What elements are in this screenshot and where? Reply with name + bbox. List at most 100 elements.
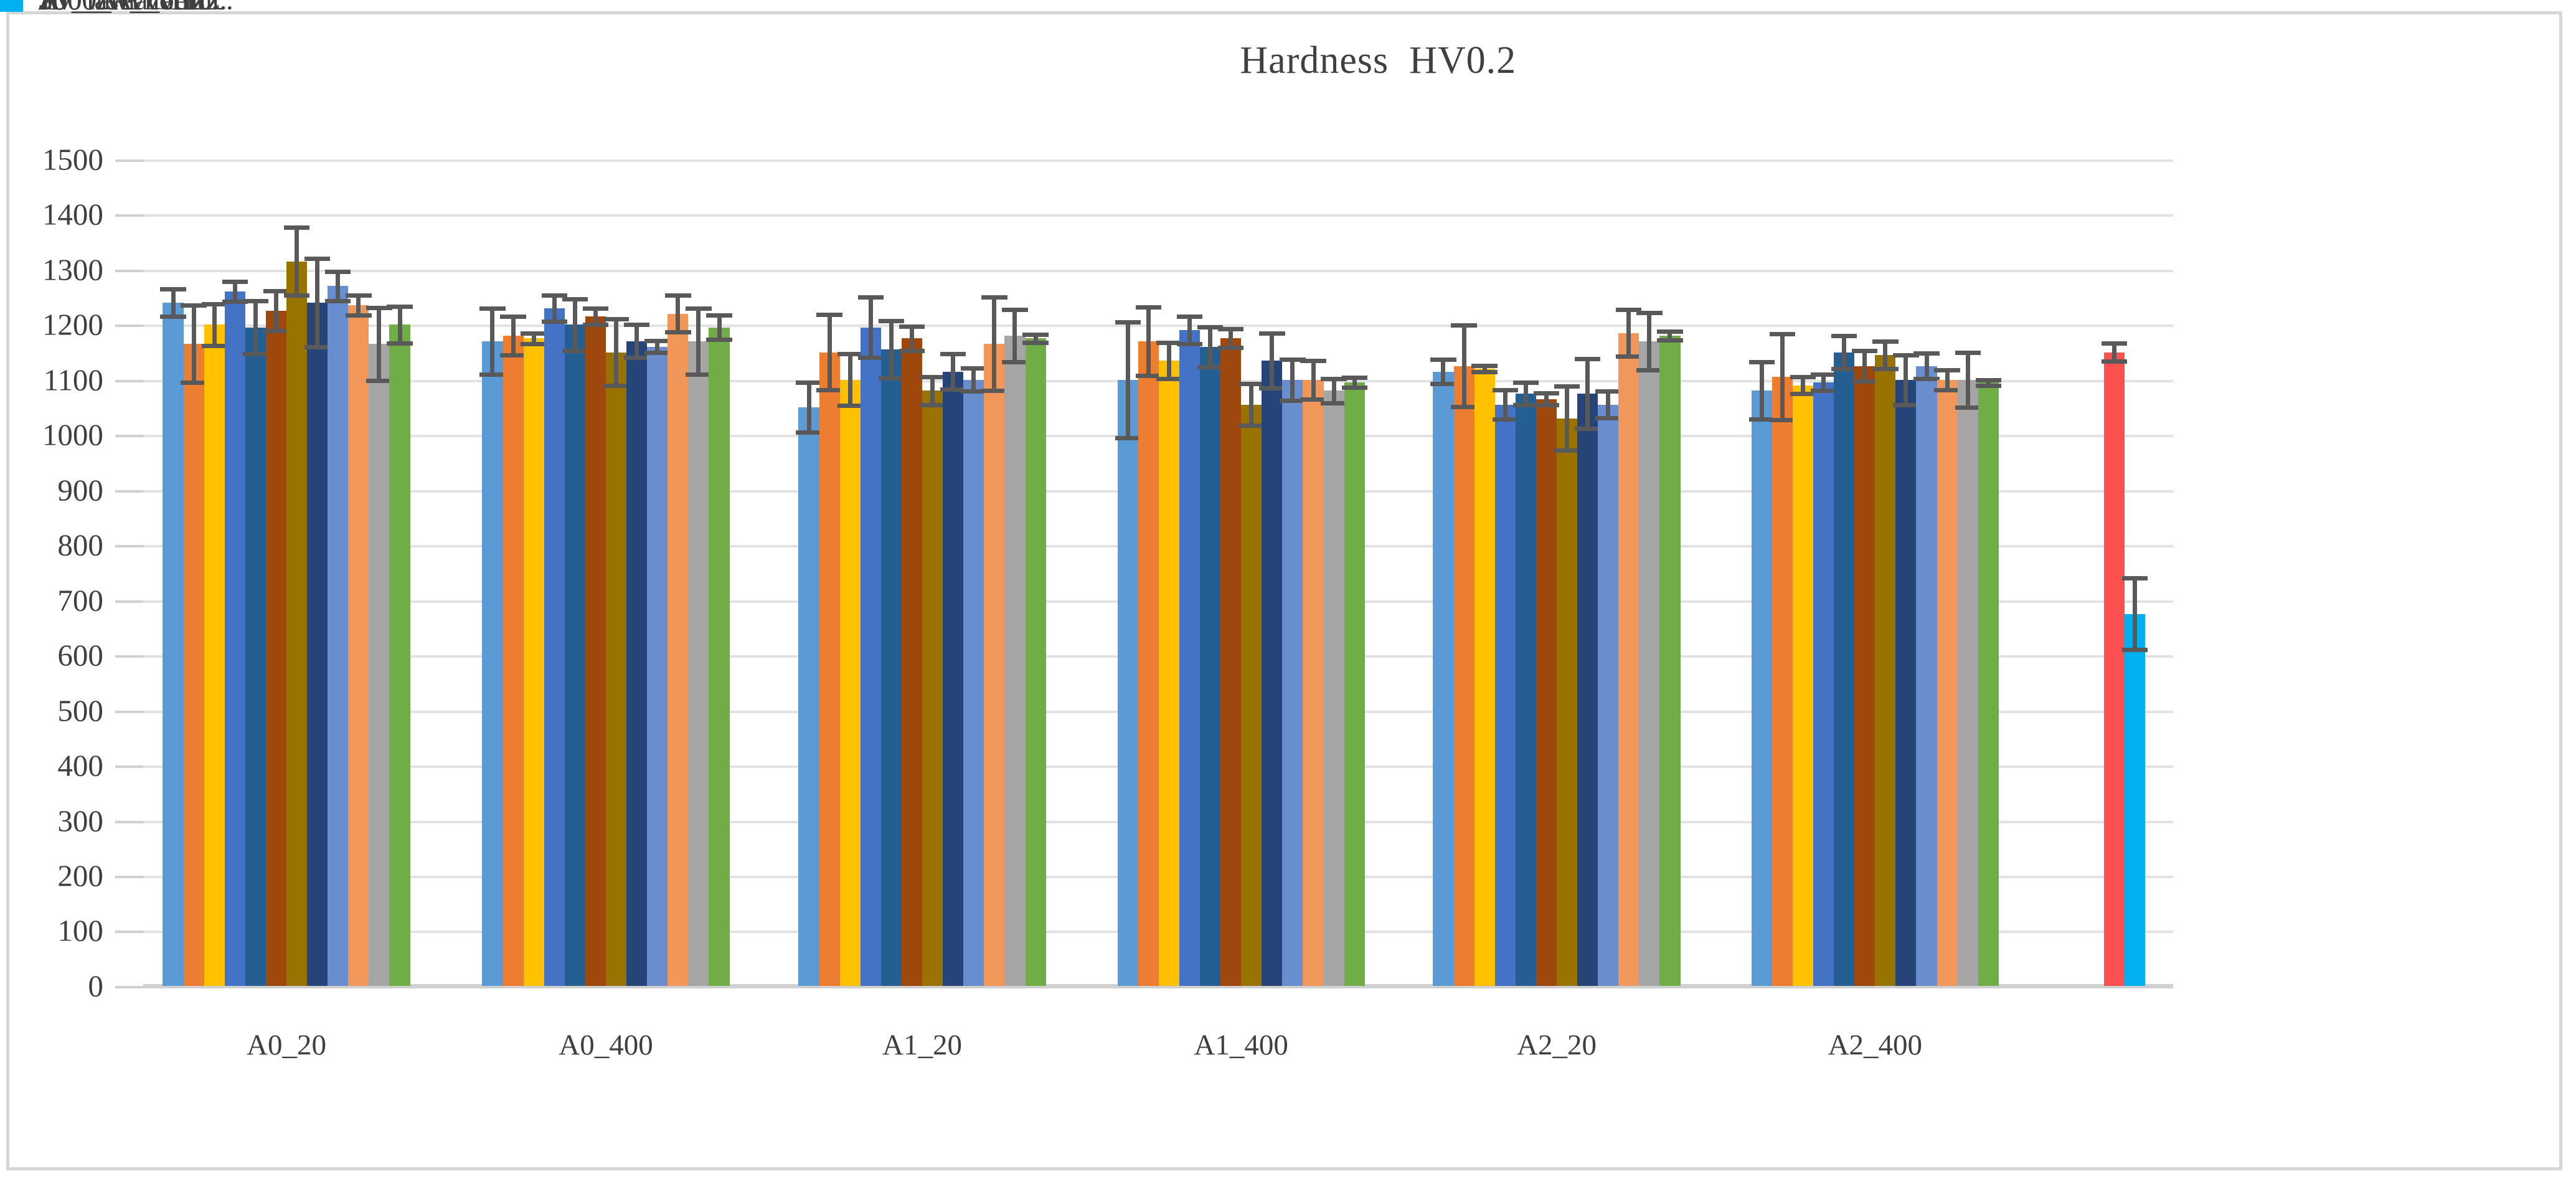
- bar-1000_Av: [1025, 338, 1046, 986]
- error-bar-line: [1311, 360, 1316, 399]
- error-bar-cap-bottom: [366, 378, 392, 383]
- error-bar-cap-top: [1636, 310, 1663, 315]
- error-bar-line: [847, 354, 852, 406]
- legend-item: 250_Av_vertic.: [0, 0, 219, 17]
- chart-title: Hardness HV0.2: [1240, 39, 1517, 82]
- error-bar-cap-top: [1341, 376, 1367, 381]
- error-bar-line: [1883, 341, 1888, 369]
- error-bar-cap-top: [1512, 381, 1539, 386]
- error-bar-cap-bottom: [857, 356, 884, 361]
- error-bar-cap-top: [1022, 333, 1049, 338]
- bar-500_Av: [901, 338, 923, 986]
- error-bar-cap-top: [201, 301, 227, 306]
- error-bar-line: [1249, 383, 1254, 426]
- bar-1000_Av_vertic.: [668, 313, 689, 986]
- bar-1000_Av_vertic.: [1618, 333, 1639, 986]
- error-bar-cap-top: [1176, 315, 1203, 320]
- bar-250_Av_vertic.: [482, 341, 503, 986]
- bar-250_Av_vertic.: [1117, 379, 1138, 986]
- error-bar-line: [827, 315, 832, 390]
- y-axis-tick-label: 600: [57, 638, 103, 673]
- error-bar-line: [1033, 334, 1038, 343]
- error-bar-cap-top: [181, 303, 207, 308]
- error-bar-line: [868, 297, 873, 358]
- error-bar-cap-top: [686, 306, 712, 311]
- error-bar-line: [1759, 362, 1764, 420]
- bar-750_Av: [1598, 404, 1619, 986]
- bar-1000_Av_horiz.: [1639, 341, 1660, 986]
- error-bar-line: [191, 305, 196, 383]
- error-bar-line: [1503, 389, 1507, 420]
- error-bar-cap-bottom: [1259, 386, 1285, 391]
- error-bar-cap-top: [242, 299, 269, 304]
- gridline: [143, 159, 2173, 162]
- error-bar-cap-top: [1554, 384, 1580, 389]
- error-bar-line: [1187, 316, 1192, 344]
- error-bar-line: [1668, 331, 1673, 341]
- error-bar-cap-bottom: [521, 342, 547, 347]
- bar-500_Av: [265, 311, 287, 986]
- error-bar-line: [572, 298, 577, 351]
- error-bar-line: [635, 324, 639, 358]
- error-bar-cap-top: [1934, 367, 1960, 372]
- error-bar-line: [1270, 333, 1275, 389]
- error-bar-cap-top: [366, 305, 392, 310]
- error-bar-line: [253, 301, 258, 354]
- error-bar-cap-top: [541, 293, 567, 298]
- error-bar-cap-top: [816, 313, 842, 318]
- error-bar-cap-top: [1975, 377, 2001, 382]
- error-bar-cap-bottom: [878, 376, 905, 381]
- error-bar-cap-bottom: [1657, 338, 1683, 343]
- error-bar-cap-top: [1156, 340, 1182, 345]
- error-bar-cap-top: [1492, 387, 1518, 392]
- error-bar-line: [1125, 321, 1130, 438]
- error-bar-cap-bottom: [1471, 370, 1498, 375]
- error-bar-cap-bottom: [1810, 389, 1837, 394]
- error-bar-cap-top: [1893, 353, 1919, 357]
- category-label: A0_20: [247, 1029, 327, 1062]
- error-bar-cap-top: [2101, 341, 2128, 346]
- error-bar-line: [696, 308, 701, 374]
- bar-750_Av: [1282, 379, 1303, 986]
- error-bar-cap-bottom: [582, 323, 609, 328]
- bar-500_Av_horiz.: [1515, 393, 1536, 986]
- error-bar-cap-bottom: [644, 351, 671, 356]
- error-bar-line: [1585, 359, 1590, 429]
- error-bar-cap-bottom: [541, 320, 567, 324]
- error-bar-cap-top: [1810, 372, 1837, 377]
- x-axis-line: [143, 983, 2173, 988]
- bar-250_Av_horiz.: [502, 336, 524, 986]
- legend-label: 750_Av_vertic.: [38, 0, 219, 16]
- legend-label: 250_Av_vertic.: [38, 0, 219, 16]
- bar-500_Av_vertic.: [224, 291, 245, 986]
- error-bar-cap-top: [1115, 320, 1141, 324]
- legend-label: 250_Av: [38, 0, 130, 16]
- bar-1000_Av_vertic.: [1303, 379, 1324, 986]
- error-bar-line: [614, 319, 619, 386]
- error-bar-cap-bottom: [899, 348, 925, 353]
- error-bar-cap-bottom: [1321, 400, 1347, 405]
- error-bar-cap-bottom: [1135, 373, 1161, 378]
- error-bar-cap-bottom: [1512, 402, 1539, 407]
- error-bar-cap-bottom: [479, 372, 506, 377]
- error-bar-line: [1606, 391, 1611, 418]
- bar-750_Av_horiz.: [943, 371, 964, 986]
- error-bar-cap-top: [1300, 358, 1326, 363]
- y-axis-tick-label: 1300: [42, 252, 103, 287]
- error-bar-cap-top: [325, 269, 351, 274]
- error-bar-cap-top: [878, 319, 905, 324]
- error-bar-line: [1229, 329, 1234, 348]
- error-bar-cap-bottom: [961, 389, 987, 394]
- error-bar-line: [909, 326, 914, 351]
- error-bar-cap-bottom: [940, 387, 966, 392]
- error-bar-cap-bottom: [1831, 367, 1857, 372]
- bar-1000_Av: [1978, 382, 1999, 986]
- bar-1000_Av_horiz.: [369, 344, 390, 986]
- bar-750_Av_vertic.: [286, 261, 308, 986]
- bar-750_Av_vertic.: [1556, 418, 1578, 986]
- legend-label: 1000_Av_vertic.: [38, 0, 234, 16]
- gridline: [143, 214, 2173, 217]
- error-bar-cap-bottom: [1300, 397, 1326, 402]
- y-axis-tick: [115, 269, 143, 272]
